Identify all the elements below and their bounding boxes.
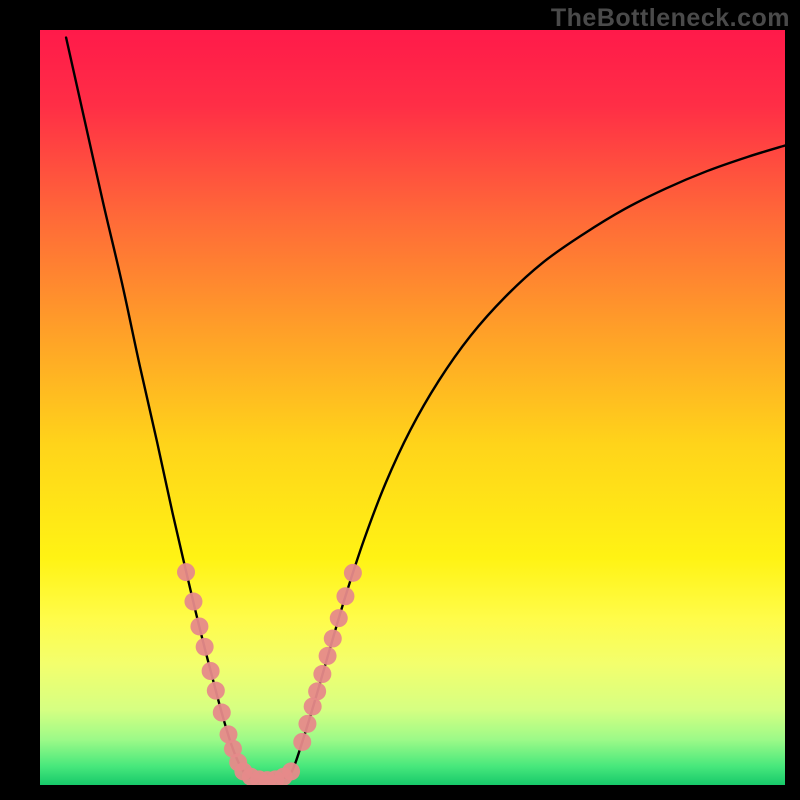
marker-dot [207, 682, 225, 700]
marker-dot [282, 762, 300, 780]
marker-dot [336, 587, 354, 605]
marker-dot [319, 647, 337, 665]
marker-dot [213, 704, 231, 722]
plot-background [40, 30, 785, 785]
marker-dot [202, 662, 220, 680]
marker-dot [324, 630, 342, 648]
marker-dot [196, 638, 214, 656]
marker-dot [313, 665, 331, 683]
marker-dot [330, 609, 348, 627]
marker-dot [190, 617, 208, 635]
marker-dot [308, 682, 326, 700]
marker-dot [298, 715, 316, 733]
marker-dot [177, 563, 195, 581]
marker-dot [344, 564, 362, 582]
plot-area [40, 30, 785, 785]
marker-dot [293, 733, 311, 751]
marker-dot [184, 593, 202, 611]
chart-frame: TheBottleneck.com [0, 0, 800, 800]
watermark-text: TheBottleneck.com [551, 4, 790, 33]
plot-svg [40, 30, 785, 785]
